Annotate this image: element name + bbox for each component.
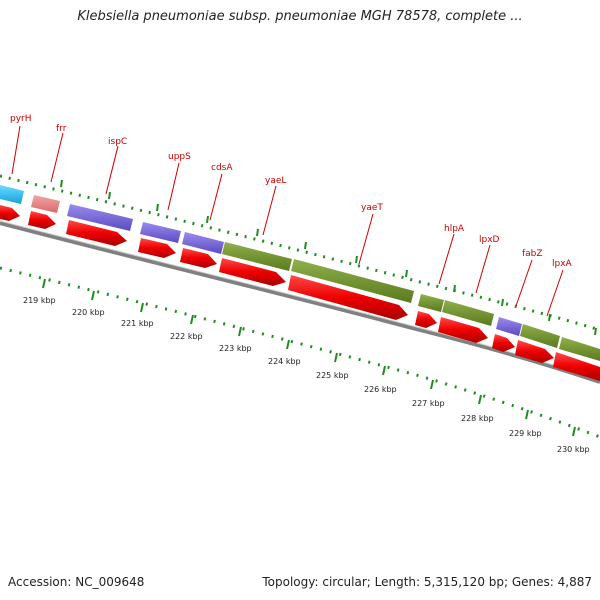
gene-label-pyrH[interactable]: pyrH — [10, 114, 32, 124]
feature-blue-fabZ[interactable] — [496, 317, 522, 336]
gene-label-lpxD[interactable]: lpxD — [479, 235, 500, 245]
feature-green-yaeT[interactable] — [291, 259, 414, 303]
scale-label-224: 224 kbp — [268, 357, 301, 366]
cds-arrow[interactable] — [553, 352, 600, 381]
outer-major-tick — [355, 255, 358, 264]
scale-label-222: 222 kbp — [170, 332, 203, 341]
outer-major-tick — [501, 298, 504, 307]
outer-major-tick — [156, 203, 159, 212]
gene-label-fabZ[interactable]: fabZ — [522, 249, 543, 259]
topology-summary: Topology: circular; Length: 5,315,120 bp… — [262, 575, 592, 589]
outer-major-tick — [60, 179, 63, 188]
outer-major-tick — [594, 327, 597, 336]
feature-green-hlpA[interactable] — [418, 294, 444, 312]
cds-arrow[interactable] — [219, 258, 286, 286]
scale-label-225: 225 kbp — [316, 371, 349, 380]
cds-arrow[interactable] — [138, 238, 176, 258]
outer-major-tick — [256, 228, 259, 237]
outer-major-tick — [548, 313, 551, 322]
gene-label-yaeT[interactable]: yaeT — [361, 203, 383, 213]
feature-green-lpxA[interactable] — [520, 324, 560, 348]
gene-label-lpxA[interactable]: lpxA — [552, 259, 573, 269]
outer-major-tick — [453, 284, 456, 293]
outer-major-tick — [304, 241, 307, 250]
feature-cyan[interactable] — [0, 185, 24, 204]
scale-label-230: 230 kbp — [557, 445, 590, 454]
scale-label-228: 228 kbp — [461, 414, 494, 423]
cds-arrow[interactable] — [288, 275, 408, 320]
accession-text: Accession: NC_009648 — [8, 575, 145, 589]
cds-arrow[interactable] — [0, 205, 20, 221]
feature-blue-cdsA[interactable] — [182, 232, 224, 254]
gene-label-frr[interactable]: frr — [56, 124, 67, 134]
cds-arrow[interactable] — [415, 311, 437, 328]
cds-track — [0, 205, 600, 381]
cds-arrow[interactable] — [438, 317, 488, 343]
feature-green-yaeL[interactable] — [222, 242, 292, 271]
gene-label-yaeL[interactable]: yaeL — [265, 176, 286, 186]
feature-track-upper — [0, 185, 600, 361]
scale-label-223: 223 kbp — [219, 344, 252, 353]
cds-arrow[interactable] — [180, 248, 217, 268]
map-title: Klebsiella pneumoniae subsp. pneumoniae … — [77, 9, 523, 24]
scale-label-226: 226 kbp — [364, 385, 397, 394]
scale-label-229: 229 kbp — [509, 429, 542, 438]
gene-label-hlpA[interactable]: hlpA — [444, 224, 465, 234]
outer-major-tick — [405, 269, 408, 278]
gene-labels: pyrH frr ispC uppS cdsA yaeL yaeT hlpA l… — [10, 114, 573, 269]
cds-arrow[interactable] — [28, 211, 56, 229]
scale-label-221: 221 kbp — [121, 319, 154, 328]
outer-major-tick — [108, 191, 111, 200]
gene-label-ispC[interactable]: ispC — [108, 137, 127, 147]
scale-label-220: 220 kbp — [72, 308, 105, 317]
gene-leader-lines — [11, 125, 564, 317]
outer-major-tick — [206, 215, 209, 224]
scale-labels: 219 kbp 220 kbp 221 kbp 222 kbp 223 kbp … — [23, 296, 590, 454]
cds-arrow[interactable] — [66, 220, 127, 246]
feature-green-lpxB[interactable] — [559, 337, 600, 361]
cds-arrow[interactable] — [492, 334, 515, 352]
gene-label-cdsA[interactable]: cdsA — [211, 163, 233, 173]
scale-label-219: 219 kbp — [23, 296, 56, 305]
scale-label-227: 227 kbp — [412, 399, 445, 408]
cds-arrow[interactable] — [515, 340, 554, 363]
scale-major-ticks — [42, 278, 576, 437]
feature-pink[interactable] — [31, 195, 60, 213]
outer-major-ticks — [60, 179, 597, 336]
backbone-ring — [0, 221, 600, 384]
outer-tick-ring — [0, 174, 600, 332]
gene-label-uppS[interactable]: uppS — [168, 152, 191, 162]
inner-scale-ring — [0, 266, 600, 439]
feature-blue-ispC[interactable] — [67, 204, 133, 231]
feature-green-lpxD[interactable] — [442, 300, 494, 326]
feature-blue-uppS[interactable] — [140, 222, 181, 243]
